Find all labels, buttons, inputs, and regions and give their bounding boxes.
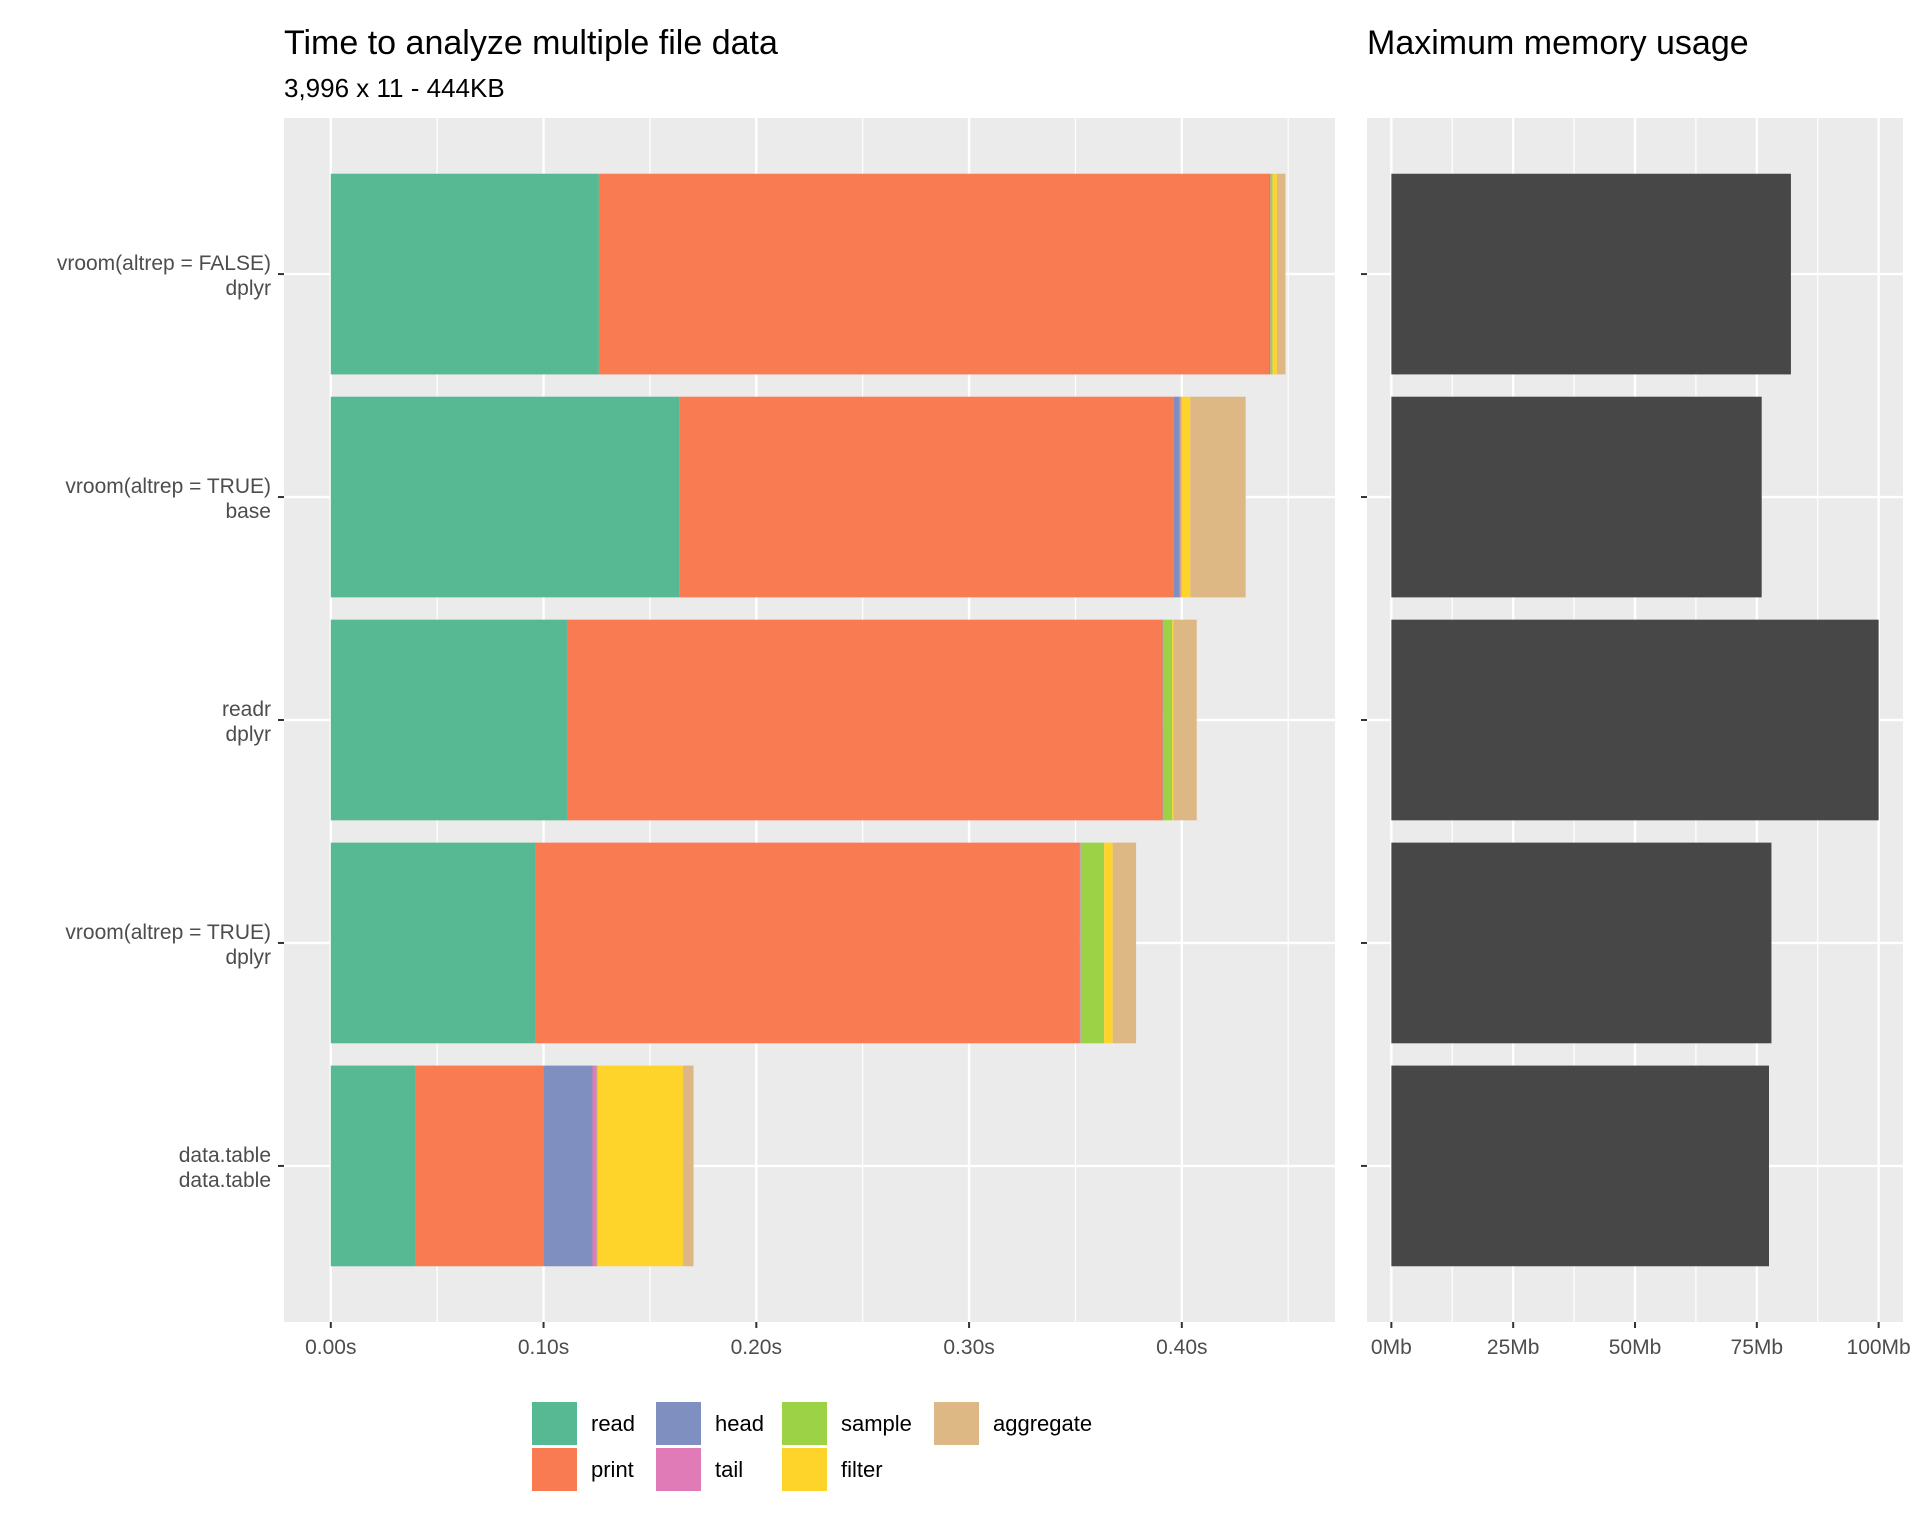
bar-segment-print [679,396,1174,598]
bar-segment-sample [1180,396,1182,598]
legend: read print head tail sample filter aggregate [532,1402,1092,1491]
y-tick-label-line: data.table [179,1144,271,1167]
memory-x-tick-label: 75Mb [1731,1336,1784,1359]
bar-segment-head [1269,173,1271,375]
bar-segment-head [1079,842,1081,1044]
y-tick-label-line: vroom(altrep = FALSE) [57,252,271,275]
memory-bar [1391,173,1791,375]
y-tick-label-line: base [225,500,271,523]
legend-swatch-aggregate [934,1402,979,1445]
bar-segment-filter [1181,396,1191,598]
y-tick-label: data.table data.table [179,1144,271,1192]
time-chart-subtitle: 3,996 x 11 - 444KB [284,73,505,103]
y-tick-label-line: dplyr [225,723,271,746]
bar-segment-filter [1172,619,1174,821]
legend-swatch-sample [782,1402,827,1445]
bar-segment-read [330,396,680,598]
time-panel: 0.00s 0.10s 0.20s 0.30s 0.40s vroom(altrep = … [57,118,1335,1359]
bar-segment-read [330,842,536,1044]
time-x-tick-label: 0.10s [518,1336,569,1359]
bar-segment-aggregate [1173,619,1197,821]
bar-segment-head [543,1065,593,1267]
legend-label-aggregate: aggregate [993,1411,1092,1436]
bar-segment-aggregate [1190,396,1246,598]
bar-segment-sample [1270,173,1273,375]
bar-segment-aggregate [682,1065,694,1267]
legend-swatch-filter [782,1448,827,1491]
bar-segment-head [1173,396,1180,598]
y-tick-label-line: vroom(altrep = TRUE) [65,921,271,944]
y-tick-label-line: dplyr [225,277,271,300]
bar-segment-sample [596,1065,598,1267]
bar-segment-aggregate [1276,173,1286,375]
y-tick-label: readr dplyr [222,698,271,746]
legend-label-print: print [591,1457,634,1482]
memory-chart-title: Maximum memory usage [1367,24,1749,62]
memory-x-tick-label: 50Mb [1609,1336,1662,1359]
bar-segment-print [415,1065,544,1267]
time-x-tick-label: 0.20s [731,1336,782,1359]
bar-segment-aggregate [1112,842,1137,1044]
legend-swatch-tail [656,1448,701,1491]
y-tick-label: vroom(altrep = TRUE) dplyr [65,921,271,969]
memory-panel: 0Mb 25Mb 50Mb 75Mb 100Mb [1361,118,1911,1359]
bar-segment-tail [592,1065,597,1267]
bar-segment-sample [1163,619,1173,821]
bar-segment-filter [1104,842,1113,1044]
legend-label-read: read [591,1411,635,1436]
legend-swatch-print [532,1448,577,1491]
y-tick-label-line: dplyr [225,946,271,969]
y-tick-label-line: data.table [179,1169,271,1192]
y-tick-label-line: readr [222,698,271,721]
legend-swatch-read [532,1402,577,1445]
bar-segment-print [566,619,1163,821]
memory-x-tick-label: 0Mb [1371,1336,1412,1359]
bar-segment-filter [1272,173,1277,375]
legend-label-filter: filter [841,1457,883,1482]
bar-segment-head [1162,619,1164,821]
bar-segment-read [330,1065,416,1267]
bar-segment-sample [1080,842,1105,1044]
memory-bar [1391,619,1879,821]
time-x-tick-label: 0.00s [305,1336,356,1359]
memory-bar [1391,1065,1769,1267]
memory-x-tick-label: 25Mb [1487,1336,1540,1359]
legend-swatch-head [656,1402,701,1445]
bar-segment-filter [597,1065,683,1267]
legend-label-head: head [715,1411,764,1436]
y-tick-label: vroom(altrep = FALSE) dplyr [57,252,271,300]
time-x-tick-label: 0.30s [943,1336,994,1359]
memory-bar [1391,842,1772,1044]
bar-segment-print [598,173,1270,375]
bar-segment-tail [1179,396,1181,598]
y-tick-label: vroom(altrep = TRUE) base [65,475,271,523]
time-x-tick-label: 0.40s [1156,1336,1207,1359]
bar-segment-read [330,173,599,375]
memory-x-tick-label: 100Mb [1847,1336,1911,1359]
time-chart-title: Time to analyze multiple file data [284,24,778,62]
memory-bar [1391,396,1762,598]
bar-segment-read [330,619,567,821]
legend-label-sample: sample [841,1411,912,1436]
y-tick-label-line: vroom(altrep = TRUE) [65,475,271,498]
bar-segment-print [535,842,1080,1044]
legend-label-tail: tail [715,1457,743,1482]
